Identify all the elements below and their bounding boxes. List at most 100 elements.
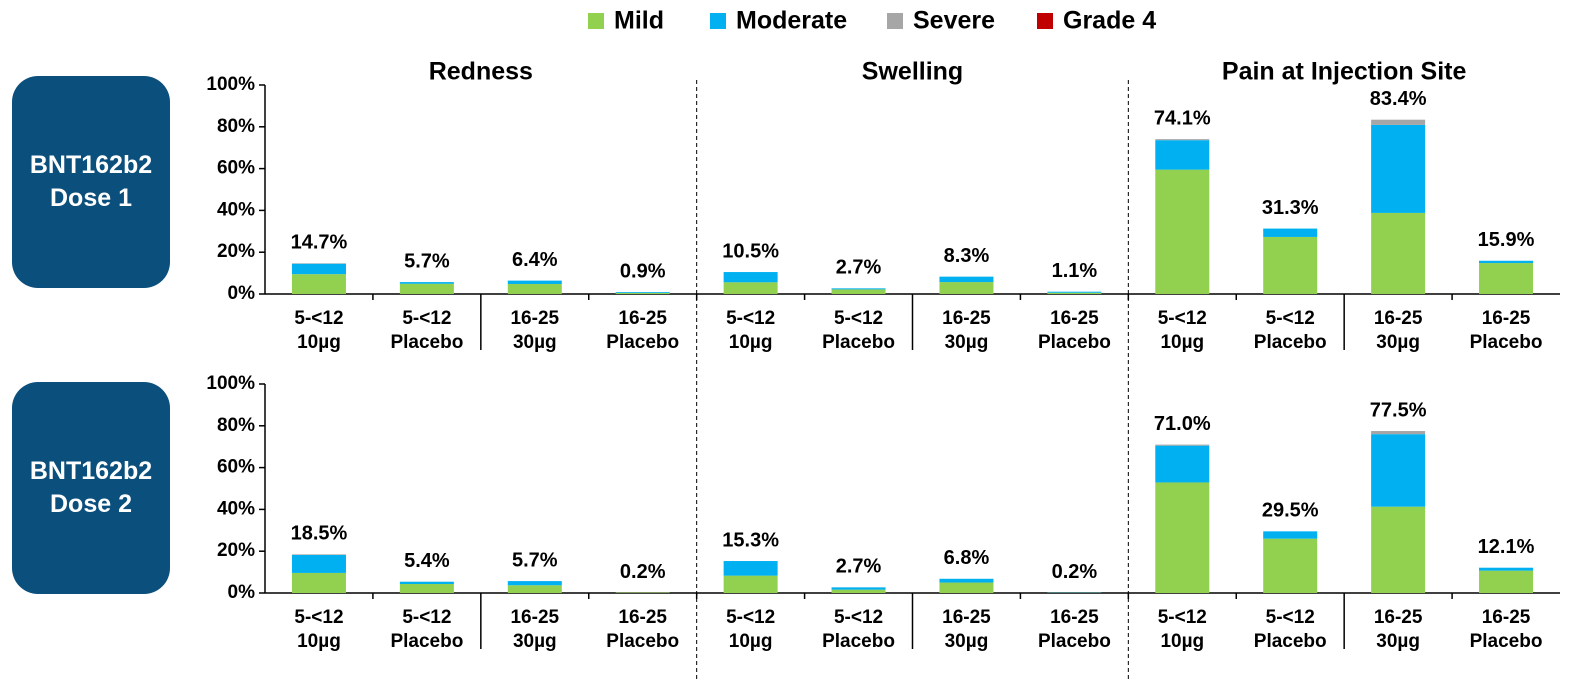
bar-segment bbox=[1155, 140, 1210, 170]
bar-segment bbox=[831, 587, 886, 590]
x-tick-label: 30µg bbox=[1376, 631, 1420, 652]
bar-segment bbox=[1371, 431, 1426, 435]
bar-segment bbox=[723, 272, 778, 283]
legend-swatch bbox=[710, 13, 726, 29]
bar-segment bbox=[291, 554, 346, 555]
bar-segment bbox=[615, 292, 670, 294]
bar-segment bbox=[399, 581, 454, 585]
x-tick-label: 5-<12 bbox=[1158, 308, 1207, 329]
bar-segment bbox=[1371, 119, 1426, 125]
x-tick-label: 30µg bbox=[945, 631, 989, 652]
row-label: BNT162b2 Dose 1 bbox=[29, 151, 153, 212]
total-label: 12.1% bbox=[1478, 536, 1535, 558]
total-label: 10.5% bbox=[722, 240, 779, 262]
x-tick-label: 16-25 bbox=[618, 308, 667, 329]
bar-segment bbox=[831, 289, 886, 294]
bar-segment bbox=[1155, 169, 1210, 294]
total-label: 83.4% bbox=[1370, 88, 1427, 110]
bar-segment bbox=[1371, 434, 1426, 507]
legend-label: Mild bbox=[614, 7, 664, 35]
bar-segment bbox=[399, 282, 454, 284]
bar-segment bbox=[399, 283, 454, 294]
bar-segment bbox=[939, 276, 994, 283]
bar-segment bbox=[291, 554, 346, 573]
bar-segment bbox=[1371, 212, 1426, 294]
bar-segment bbox=[939, 582, 994, 593]
total-label: 5.4% bbox=[404, 550, 450, 572]
x-tick-label: 5-<12 bbox=[726, 607, 775, 628]
y-tick-label: 100% bbox=[206, 373, 255, 394]
x-tick-label: 30µg bbox=[1376, 332, 1420, 353]
x-tick-label: 16-25 bbox=[1050, 607, 1099, 628]
x-tick-label: Placebo bbox=[390, 631, 463, 652]
bar-segment bbox=[723, 575, 778, 593]
y-tick-label: 20% bbox=[217, 241, 255, 262]
total-label: 5.7% bbox=[512, 549, 558, 571]
total-label: 29.5% bbox=[1262, 500, 1319, 522]
total-label: 0.9% bbox=[620, 260, 666, 282]
x-tick-label: 16-25 bbox=[1374, 607, 1423, 628]
bar-segment bbox=[1263, 236, 1318, 294]
y-tick-label: 40% bbox=[217, 199, 255, 220]
x-tick-label: 10µg bbox=[297, 631, 341, 652]
x-tick-label: 5-<12 bbox=[402, 607, 451, 628]
x-tick-label: 5-<12 bbox=[834, 607, 883, 628]
bar-segment bbox=[723, 282, 778, 294]
total-label: 8.3% bbox=[944, 245, 990, 267]
x-tick-label: Placebo bbox=[822, 332, 895, 353]
x-tick-label: 16-25 bbox=[618, 607, 667, 628]
total-label: 18.5% bbox=[291, 523, 348, 545]
total-label: 2.7% bbox=[836, 556, 882, 578]
legend-swatch bbox=[887, 13, 903, 29]
total-label: 6.8% bbox=[944, 547, 990, 569]
x-tick-label: Placebo bbox=[606, 332, 679, 353]
y-tick-label: 60% bbox=[217, 158, 255, 179]
bar-segment bbox=[723, 561, 778, 576]
bar-segment bbox=[507, 585, 562, 593]
panel-title: Swelling bbox=[862, 58, 963, 86]
bar-segment bbox=[1263, 228, 1318, 237]
bar-segment bbox=[939, 282, 994, 294]
bar-segment bbox=[399, 584, 454, 593]
total-label: 0.2% bbox=[620, 561, 666, 583]
bar-segment bbox=[1155, 445, 1210, 483]
bar-segment bbox=[1263, 538, 1318, 593]
x-tick-label: Placebo bbox=[1470, 631, 1543, 652]
x-tick-label: 16-25 bbox=[1482, 607, 1531, 628]
x-tick-label: 5-<12 bbox=[1266, 308, 1315, 329]
x-tick-label: Placebo bbox=[390, 332, 463, 353]
x-tick-label: 16-25 bbox=[510, 607, 559, 628]
bar-segment bbox=[291, 263, 346, 275]
x-tick-label: 5-<12 bbox=[294, 607, 343, 628]
bar-segment bbox=[831, 589, 886, 593]
legend-label: Moderate bbox=[736, 7, 847, 35]
x-tick-label: 10µg bbox=[1160, 631, 1204, 652]
x-tick-label: 16-25 bbox=[1050, 308, 1099, 329]
x-tick-label: 5-<12 bbox=[402, 308, 451, 329]
x-tick-label: Placebo bbox=[1254, 332, 1327, 353]
x-tick-label: Placebo bbox=[822, 631, 895, 652]
total-label: 6.4% bbox=[512, 249, 558, 271]
row-label: BNT162b2 Dose 2 bbox=[29, 457, 153, 518]
y-tick-label: 80% bbox=[217, 116, 255, 137]
x-tick-label: 16-25 bbox=[1482, 308, 1531, 329]
bar-segment bbox=[1479, 260, 1534, 264]
legend-label: Grade 4 bbox=[1063, 7, 1156, 35]
bar-segment bbox=[1479, 263, 1534, 294]
x-tick-label: 30µg bbox=[513, 332, 557, 353]
x-tick-label: 5-<12 bbox=[294, 308, 343, 329]
bar-segment bbox=[1371, 506, 1426, 593]
x-tick-label: Placebo bbox=[1254, 631, 1327, 652]
x-tick-label: 5-<12 bbox=[834, 308, 883, 329]
y-tick-label: 40% bbox=[217, 498, 255, 519]
bar-segment bbox=[507, 581, 562, 586]
legend-label: Severe bbox=[913, 7, 995, 35]
x-tick-label: Placebo bbox=[1038, 332, 1111, 353]
bar-segment bbox=[1047, 291, 1102, 293]
bar-segment bbox=[1263, 531, 1318, 539]
x-tick-label: 10µg bbox=[729, 631, 773, 652]
x-tick-label: 30µg bbox=[513, 631, 557, 652]
bar-segment bbox=[1155, 444, 1210, 446]
x-tick-label: Placebo bbox=[1038, 631, 1111, 652]
total-label: 0.2% bbox=[1052, 561, 1098, 583]
